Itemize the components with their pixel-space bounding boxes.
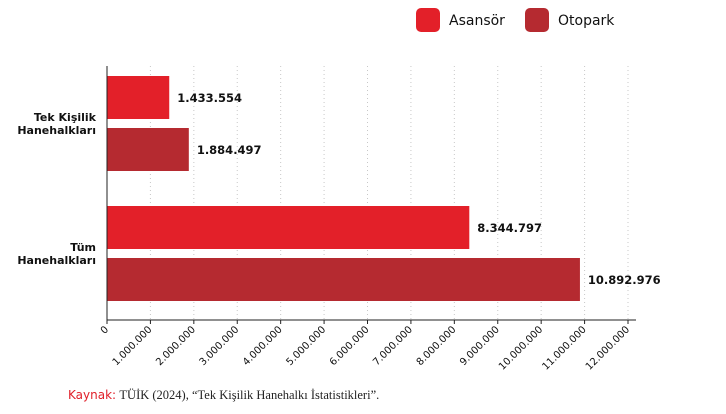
x-tick-label: 5.000.000 — [284, 324, 328, 368]
x-tick-label: 2.000.000 — [154, 324, 198, 368]
bar-otopark — [107, 258, 580, 301]
source-key: Kaynak: — [68, 388, 117, 402]
x-tick-label: 11.000.000 — [540, 324, 588, 372]
legend: Asansör Otopark — [416, 8, 615, 32]
x-tick-label: 10.000.000 — [497, 324, 545, 372]
category-label: Tek Kişilik Hanehalkları — [17, 111, 96, 137]
x-tick-label: 0 — [99, 324, 111, 336]
data-label: 1.433.554 — [177, 91, 242, 105]
bars — [107, 76, 580, 301]
bar-asansör — [107, 76, 170, 119]
legend-label-otopark: Otopark — [558, 13, 615, 29]
x-tick-label: 4.000.000 — [241, 324, 285, 368]
bar-asansör — [107, 206, 470, 249]
bar-otopark — [107, 128, 189, 171]
data-label: 10.892.976 — [588, 273, 661, 287]
labels: Tek Kişilik Hanehalkları Tüm Hanehalkları 1.… — [17, 91, 660, 287]
data-label: 8.344.797 — [477, 221, 542, 235]
x-tick-label: 3.000.000 — [198, 324, 242, 368]
source-text: TÜİK (2024), “Tek Kişilik Hanehalkı İsta… — [119, 388, 380, 402]
legend-swatch-asansör — [416, 8, 440, 32]
x-tick-label: 8.000.000 — [415, 324, 459, 368]
legend-label-asansör: Asansör — [449, 13, 505, 29]
source-note: Kaynak: TÜİK (2024), “Tek Kişilik Haneha… — [68, 388, 379, 403]
legend-swatch-otopark — [525, 8, 549, 32]
data-label: 1.884.497 — [197, 143, 262, 157]
x-tick-label: 9.000.000 — [458, 324, 502, 368]
x-tick-label: 7.000.000 — [371, 324, 415, 368]
category-label: Tüm Hanehalkları — [17, 241, 96, 267]
x-tick-label: 12.000.000 — [584, 324, 632, 372]
x-tick-label: 6.000.000 — [328, 324, 372, 368]
x-tick-label: 1.000.000 — [111, 324, 155, 368]
